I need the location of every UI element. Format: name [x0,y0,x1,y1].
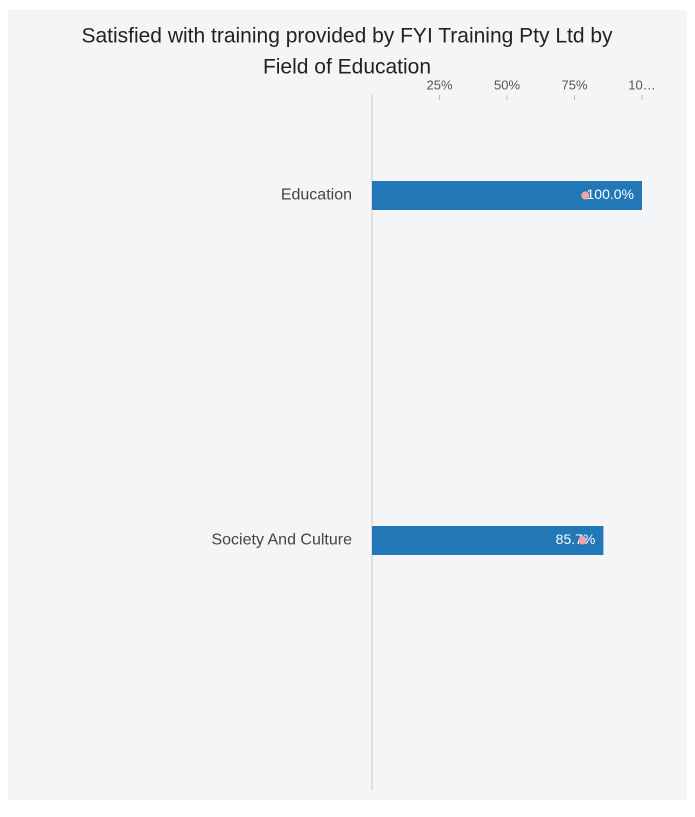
x-tick-label: 50% [494,77,520,92]
y-tick-label: Society And Culture [211,532,352,549]
panel [8,10,687,800]
bar [372,526,604,555]
chart-title: Satisfied with training provided by FYI … [81,25,613,48]
value-label: 100.0% [587,186,634,202]
bar [372,181,642,210]
x-tick-label: 10… [628,77,655,92]
x-tick-label: 75% [561,77,587,92]
marker [578,536,587,545]
x-tick-label: 25% [426,77,452,92]
y-tick-label: Education [281,187,352,204]
value-label: 85.7% [556,531,596,547]
chart-title: Field of Education [263,56,431,79]
marker [581,191,590,200]
